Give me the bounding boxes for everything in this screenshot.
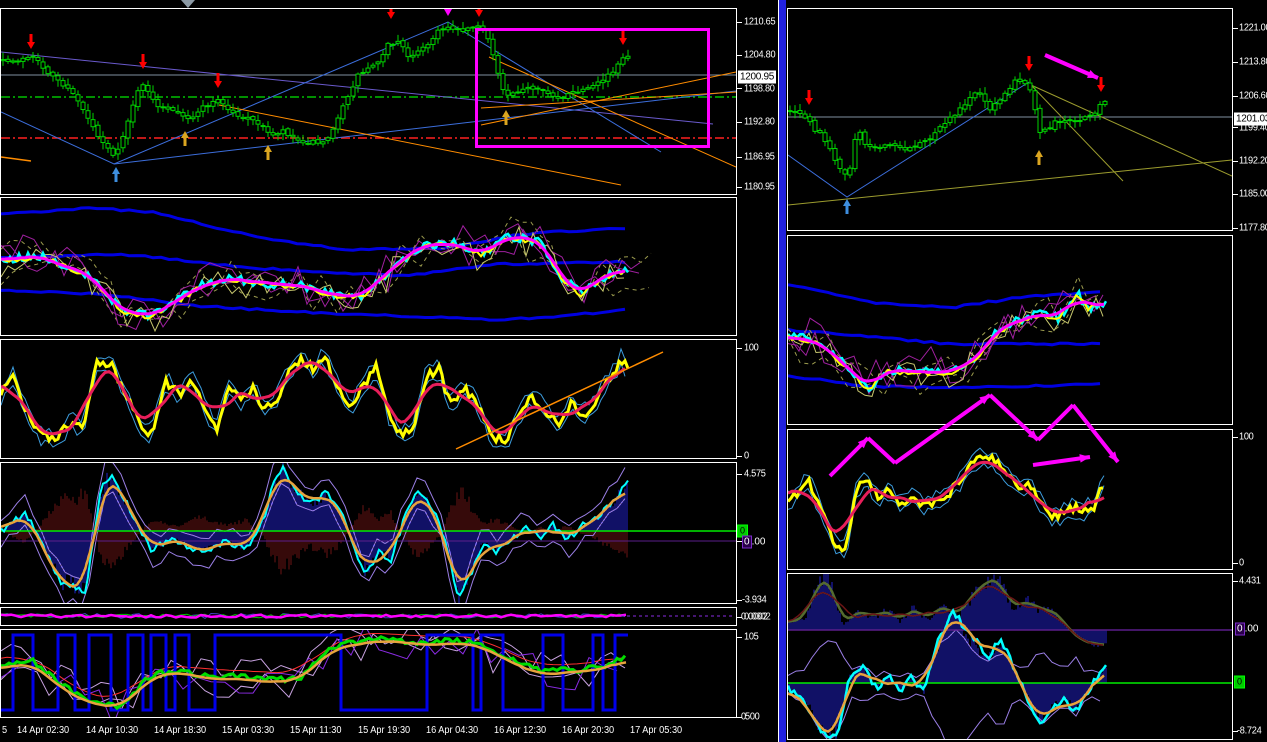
window-border-line xyxy=(778,0,779,742)
price-label: 1185.00 xyxy=(1239,188,1267,200)
price-label: 1198.80 xyxy=(744,83,775,95)
stoch-low-label: 0 xyxy=(744,450,749,462)
time-label: 17 Apr 05:30 xyxy=(630,725,683,736)
left-oscillator-panel[interactable] xyxy=(0,462,737,604)
time-label: 14 Apr 02:30 xyxy=(17,725,70,736)
stoch-high-label: 100 xyxy=(1239,431,1254,443)
wave-high-label: 105 xyxy=(744,631,759,643)
magenta-rectangle-annotation xyxy=(475,28,710,148)
price-label: 1180.95 xyxy=(744,181,775,193)
time-label: 15 Apr 19:30 xyxy=(358,725,411,736)
left-binary-wave-panel[interactable] xyxy=(0,629,737,718)
time-label: 16 Apr 12:30 xyxy=(494,725,547,736)
price-label: 1213.80 xyxy=(1239,56,1267,68)
right-stochastic-panel[interactable] xyxy=(787,429,1233,570)
price-label: 1199.40 xyxy=(1239,122,1267,134)
time-label: 14 Apr 18:30 xyxy=(154,725,207,736)
stoch-high-label: 100 xyxy=(744,342,759,354)
strip-value-label: 0.0302 xyxy=(744,611,771,623)
price-label: 1186.95 xyxy=(744,151,775,163)
price-label: 1221.00 xyxy=(1239,22,1267,34)
osc-low-label: -8.724 xyxy=(1237,725,1262,737)
osc-high-label: 4.431 xyxy=(1239,575,1261,587)
right-oscillator-panel[interactable] xyxy=(787,573,1233,740)
right-price-panel[interactable] xyxy=(787,8,1233,231)
time-label: 16 Apr 20:30 xyxy=(562,725,615,736)
time-label: 14 Apr 10:30 xyxy=(86,725,139,736)
time-label: 15 Apr 11:30 xyxy=(290,725,342,736)
right-ma-ribbon-panel[interactable] xyxy=(787,235,1233,425)
time-label: 5 xyxy=(2,725,8,736)
left-stochastic-panel[interactable] xyxy=(0,339,737,459)
stoch-low-label: 0 xyxy=(1239,557,1244,569)
current-price-box: 1200.95 xyxy=(738,70,777,84)
strip-value-label: 0.0002 xyxy=(741,611,768,623)
price-label: 1206.60 xyxy=(1239,90,1267,102)
current-price-box: 1201.03 xyxy=(1234,112,1267,126)
osc-low-label: -3.934 xyxy=(742,594,767,606)
price-label: 1192.80 xyxy=(744,116,775,128)
window-divider[interactable] xyxy=(779,0,786,742)
time-label: 16 Apr 04:30 xyxy=(426,725,479,736)
left-price-panel[interactable] xyxy=(0,8,737,195)
osc-zero-label: 0.00 xyxy=(742,535,766,549)
left-strip-panel[interactable] xyxy=(0,607,737,626)
price-label: 1177.80 xyxy=(1239,222,1267,234)
price-label: 1204.80 xyxy=(744,49,776,61)
price-label: 1210.65 xyxy=(744,16,776,28)
wave-low-label: 0 xyxy=(741,711,746,723)
scroll-anchor-icon xyxy=(181,0,195,8)
wave-low-label: 500 xyxy=(745,711,760,723)
osc-zero-label: 0.00 xyxy=(1235,622,1259,636)
left-ma-ribbon-panel[interactable] xyxy=(0,197,737,336)
price-label: 1192.20 xyxy=(1239,155,1267,167)
time-label: 15 Apr 03:30 xyxy=(222,725,275,736)
osc-high-label: 4.575 xyxy=(744,468,766,480)
osc-zero-marker: 0 xyxy=(1234,675,1246,689)
